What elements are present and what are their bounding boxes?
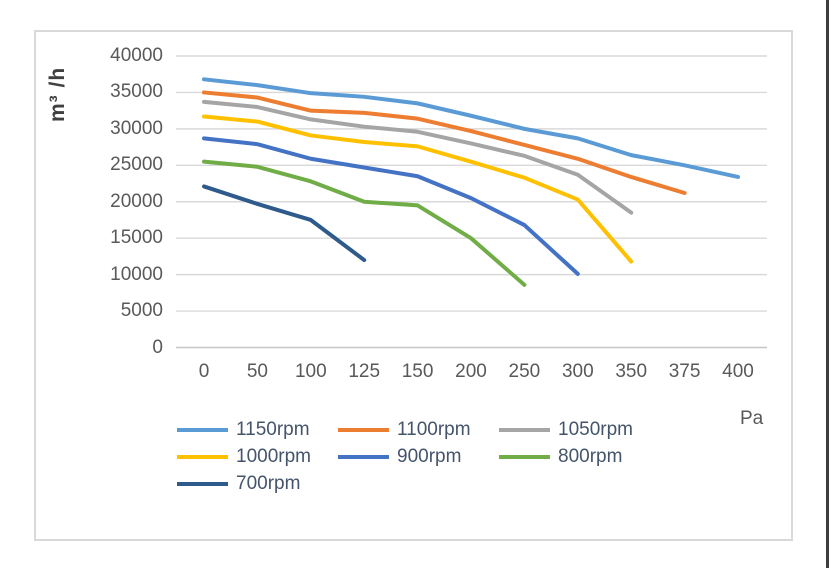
legend-line-marker [499, 455, 550, 459]
x-tick-label: 100 [294, 361, 327, 382]
y-tick-label: 10000 [110, 263, 163, 285]
legend-item-1100rpm: 1100rpm [338, 419, 499, 441]
x-tick-label: 125 [348, 361, 381, 382]
legend-label: 1150rpm [236, 419, 310, 440]
y-axis-title: m³ /h [46, 66, 69, 122]
x-tick-label: 150 [401, 361, 434, 382]
legend-item-1050rpm: 1050rpm [499, 419, 660, 441]
legend-label: 1050rpm [558, 419, 633, 440]
x-tick-label: 300 [561, 361, 594, 382]
x-axis-title: Pa [740, 408, 764, 429]
legend-label: 900rpm [397, 446, 462, 467]
page-right-edge-line [826, 0, 829, 568]
y-tick-label: 30000 [110, 117, 163, 139]
legend-item-1000rpm: 1000rpm [177, 446, 338, 468]
legend-label: 1100rpm [397, 419, 471, 440]
x-tick-label: 50 [246, 361, 268, 382]
y-tick-label: 5000 [120, 300, 163, 322]
legend-line-marker [338, 428, 389, 432]
y-tick-label: 25000 [110, 154, 163, 176]
legend-line-marker [177, 482, 228, 486]
y-tick-label: 40000 [110, 45, 163, 66]
legend-line-marker [499, 428, 550, 432]
legend-line-marker [338, 455, 389, 459]
legend-item-800rpm: 800rpm [499, 446, 660, 468]
y-tick-label: 35000 [110, 81, 163, 103]
x-tick-label: 200 [455, 361, 487, 382]
x-tick-label: 0 [198, 361, 210, 382]
y-tick-label: 0 [152, 336, 163, 358]
legend-label: 700rpm [236, 473, 301, 494]
legend-label: 800rpm [558, 446, 623, 467]
y-tick-label: 20000 [110, 190, 163, 212]
legend-label: 1000rpm [236, 446, 311, 467]
x-tick-label: 375 [668, 361, 701, 382]
y-tick-label: 15000 [110, 227, 163, 249]
x-tick-label: 400 [722, 361, 754, 382]
legend-line-marker [177, 428, 228, 432]
legend-line-marker [177, 455, 228, 459]
chart-legend: 1150rpm 1100rpm 1050rpm 1000rpm 900rpm 800rpm… [177, 419, 660, 495]
legend-item-900rpm: 900rpm [338, 446, 499, 468]
legend-item-1150rpm: 1150rpm [177, 419, 338, 441]
x-tick-label: 350 [615, 361, 648, 382]
x-tick-label: 250 [508, 361, 541, 382]
legend-item-700rpm: 700rpm [177, 473, 338, 495]
